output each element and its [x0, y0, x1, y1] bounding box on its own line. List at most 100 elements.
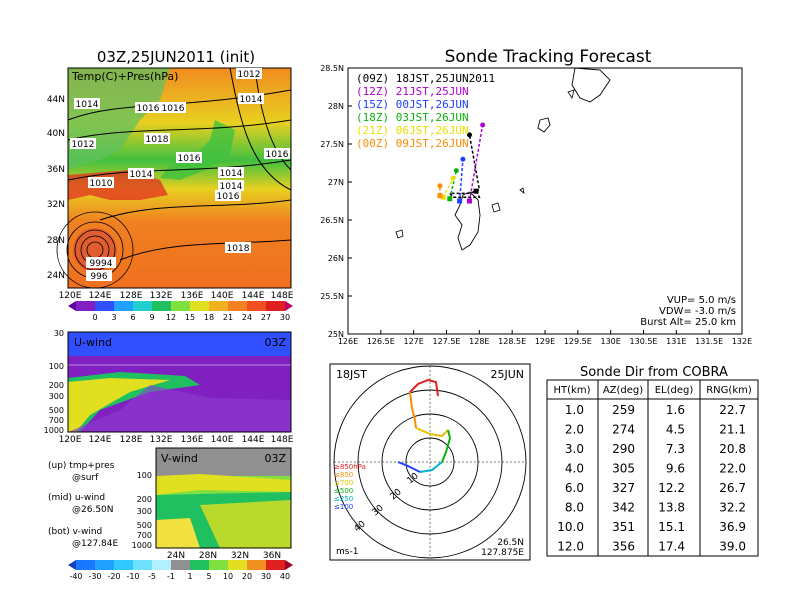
map-label: Temp(C)+Pres(hPa)	[71, 70, 178, 83]
v-wind-label: V-wind	[161, 452, 198, 465]
tick-label: 1000	[132, 541, 152, 550]
table-cell: 2.0	[565, 423, 584, 437]
map-x-ticks: 120E 124E 128E 132E 136E 140E 144E 148E	[59, 291, 294, 301]
table-cell: 327	[612, 481, 635, 495]
tick-label: 136E	[181, 291, 204, 301]
tick-label: 100	[49, 362, 64, 371]
track-line	[468, 124, 484, 202]
tick-label: 128E	[120, 291, 143, 301]
table-cell: 305	[612, 462, 635, 476]
legend-entry: ≥850hPa	[334, 463, 366, 471]
legend-entry: ≤250	[334, 495, 353, 503]
svg-text:1018: 1018	[227, 244, 250, 254]
tick-label: 131.5E	[695, 337, 723, 346]
table-cell: 9.6	[666, 462, 685, 476]
hodograph-date: 25JUN	[490, 368, 524, 381]
table-cell: 6.0	[565, 481, 584, 495]
hodograph-lat: 26.5N	[497, 538, 524, 548]
table-cell: 342	[612, 501, 635, 515]
tick-label: 24N	[167, 551, 185, 561]
tick-label: 40	[280, 572, 290, 581]
hodograph-trace-yellow	[415, 427, 449, 438]
colorbar-ticks: 0 3 6 9 12 15 18 21 24 27 30	[92, 313, 290, 322]
tick-label: -20	[107, 572, 120, 581]
tick-label: 21	[223, 313, 233, 322]
table-body: 1.0 259 1.6 22.7 2.0 274 4.5 21.1 3.0 290 7.3 20.8 4…	[557, 403, 746, 554]
isobar-label: 1012	[236, 68, 262, 80]
tick-label: -40	[69, 572, 82, 581]
svg-text:1014: 1014	[130, 170, 153, 180]
hodograph-lon: 127.875E	[481, 548, 524, 558]
svg-text:9994: 9994	[90, 259, 113, 269]
table-cell: 3.0	[565, 442, 584, 456]
tick-label: 25.5N	[320, 292, 344, 301]
legend-entry: (09Z) 18JST,25JUN2011	[356, 72, 495, 85]
tick-label: 132E	[150, 291, 173, 301]
table-cell: 274	[612, 423, 635, 437]
tick-label: 18	[204, 313, 214, 322]
isobar-label: 1016	[176, 152, 202, 164]
param-vup: VUP= 5.0 m/s	[667, 295, 736, 306]
table-cell: 1.6	[666, 403, 685, 417]
table-cell: 36.9	[719, 520, 746, 534]
svg-text:1012: 1012	[238, 70, 261, 80]
note-mid: (mid) u-wind	[48, 493, 105, 503]
u-wind-time: 03Z	[264, 336, 286, 349]
wind-colorbar	[68, 560, 293, 570]
tick-label: 32N	[231, 551, 249, 561]
track-burst-marker	[437, 183, 443, 189]
tick-label: 28N	[328, 102, 344, 111]
tick-label: 124E	[89, 291, 112, 301]
svg-text:1016: 1016	[137, 104, 160, 114]
tick-label: 28.5N	[320, 64, 344, 73]
tick-label: 28N	[199, 551, 217, 561]
tick-label: 144E	[242, 291, 265, 301]
tick-label: 24	[242, 313, 252, 322]
table-cell: 351	[612, 520, 635, 534]
tick-label: 300	[49, 392, 64, 401]
hodograph-legend: ≥850hPa ≤850 ≤700 ≤500 ≤250 ≤100	[334, 463, 366, 511]
tick-label: 130.5E	[630, 337, 658, 346]
note-mid-level: @26.50N	[72, 505, 114, 515]
svg-text:1016: 1016	[178, 154, 201, 164]
tick-label: -1	[167, 572, 175, 581]
tick-label: -30	[88, 572, 101, 581]
tick-label: 131E	[666, 337, 686, 346]
table-cell: 356	[612, 540, 635, 554]
svg-text:1016: 1016	[162, 104, 185, 114]
isobar-label: 996	[86, 270, 112, 282]
isobar-label: 1016	[160, 102, 186, 114]
table-cell: 259	[612, 403, 635, 417]
table-cell: 4.0	[565, 462, 584, 476]
tick-label: 128E	[120, 435, 143, 445]
track-burst-marker	[460, 156, 466, 162]
svg-text:1018: 1018	[146, 135, 169, 145]
legend-entry: ≤100	[334, 503, 353, 511]
track-line	[442, 177, 454, 198]
table-header: HT(km) AZ(deg) EL(deg) RNG(km)	[554, 385, 752, 396]
tracking-map	[347, 67, 743, 335]
tick-label: -10	[126, 572, 139, 581]
sonde-table	[546, 379, 759, 557]
isobar-label: 1014	[74, 98, 100, 110]
tick-label: 36N	[47, 165, 65, 175]
tick-label: 130E	[601, 337, 621, 346]
tick-label: 26N	[328, 254, 344, 263]
tick-label: 10	[223, 572, 233, 581]
track-launch-marker	[440, 194, 446, 200]
tick-label: 25N	[328, 330, 344, 339]
tick-label: 500	[137, 521, 152, 530]
track-burst-marker	[480, 122, 486, 128]
svg-text:1010: 1010	[90, 179, 113, 189]
tick-label: 26.5N	[320, 216, 344, 225]
column-header: EL(deg)	[655, 385, 694, 396]
tick-label: 500	[49, 406, 64, 415]
v-wind-panel	[155, 447, 292, 549]
hodograph-trace-cyan	[419, 461, 443, 473]
legend-entry: ≤500	[334, 487, 353, 495]
svg-text:1014: 1014	[240, 95, 263, 105]
tick-label: 12	[166, 313, 176, 322]
tick-label: 120E	[59, 435, 82, 445]
track-launch-marker	[457, 198, 463, 204]
track-lines	[437, 122, 486, 204]
